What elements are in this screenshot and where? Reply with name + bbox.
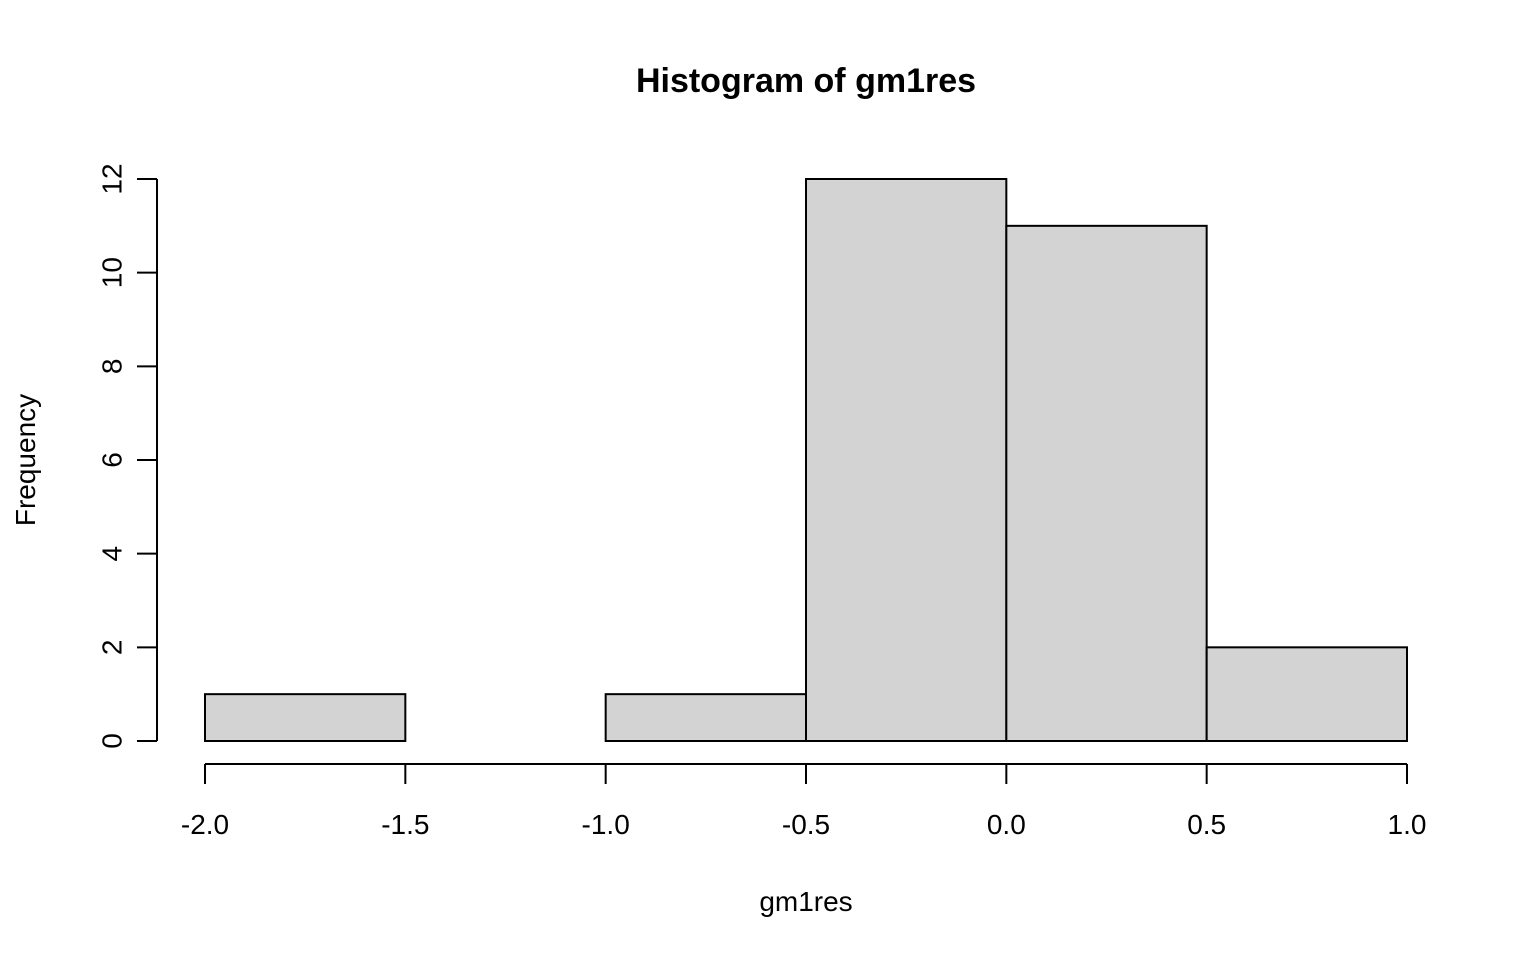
x-tick-label: -0.5 bbox=[782, 809, 830, 840]
y-tick-label: 6 bbox=[97, 452, 128, 468]
x-axis-label: gm1res bbox=[759, 886, 852, 917]
histogram-bar-5 bbox=[1205, 646, 1408, 742]
y-tick-label: 2 bbox=[97, 640, 128, 656]
x-tick-label: 0.0 bbox=[987, 809, 1026, 840]
y-tick-label: 8 bbox=[97, 359, 128, 375]
histogram-bar-3 bbox=[805, 178, 1008, 742]
y-tick-label: 0 bbox=[97, 733, 128, 749]
histogram-bar-0 bbox=[204, 693, 407, 743]
y-axis: 0 2 4 6 8 10 12 bbox=[97, 163, 158, 749]
y-axis-label: Frequency bbox=[10, 394, 41, 526]
x-tick-label: 0.5 bbox=[1187, 809, 1226, 840]
y-tick-label: 10 bbox=[97, 257, 128, 288]
bars-group bbox=[204, 178, 1408, 743]
y-tick-label: 4 bbox=[97, 546, 128, 562]
y-tick-label: 12 bbox=[97, 163, 128, 194]
x-axis: -2.0 -1.5 -1.0 -0.5 0.0 0.5 1.0 bbox=[181, 763, 1427, 840]
histogram-bar-4 bbox=[1005, 224, 1208, 743]
x-tick-label: 1.0 bbox=[1388, 809, 1427, 840]
x-tick-label: -2.0 bbox=[181, 809, 229, 840]
chart-title: Histogram of gm1res bbox=[636, 62, 976, 100]
x-tick-label: -1.5 bbox=[381, 809, 429, 840]
histogram-bar-2 bbox=[604, 693, 808, 743]
x-tick-label: -1.0 bbox=[582, 809, 630, 840]
